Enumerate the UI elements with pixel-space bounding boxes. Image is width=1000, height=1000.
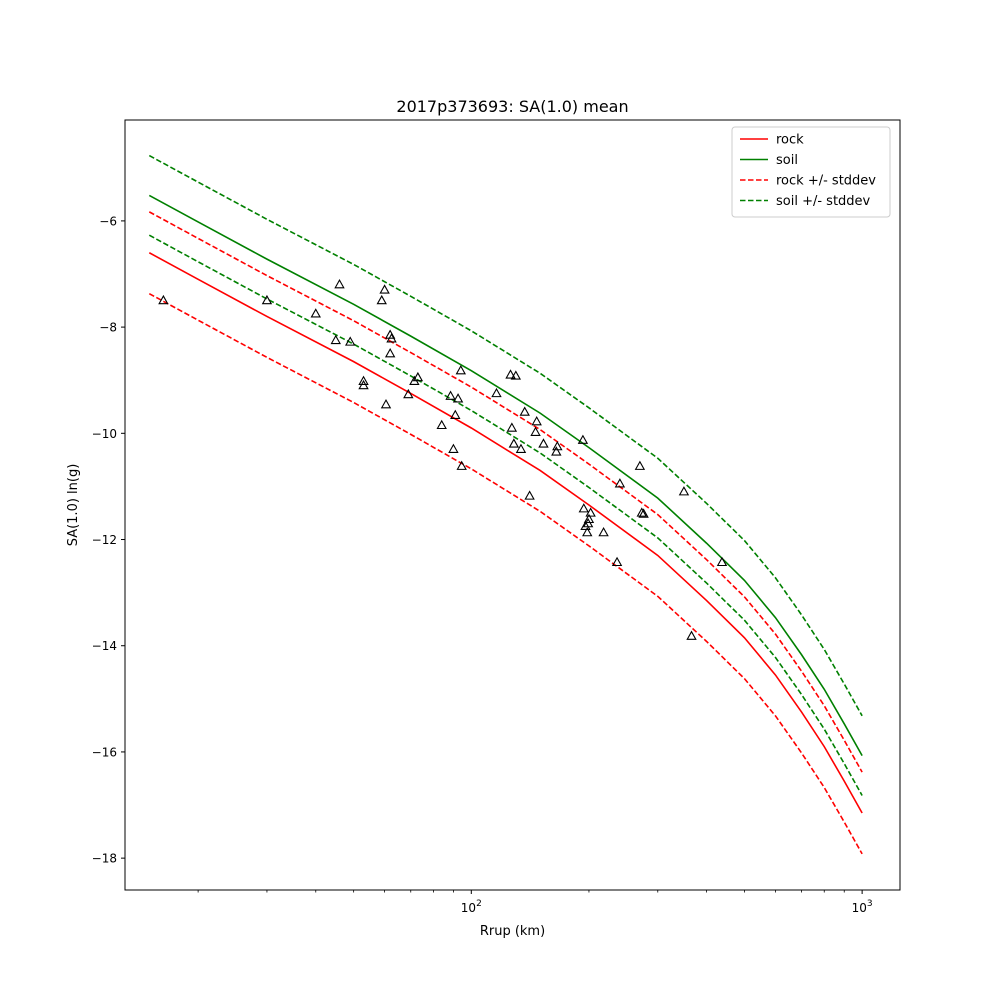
observation-marker — [580, 520, 591, 530]
observation-marker — [310, 308, 321, 318]
observation-marker — [345, 336, 356, 346]
plot-area — [148, 154, 863, 855]
y-tick-label: −6 — [99, 214, 117, 228]
observation-marker — [334, 278, 345, 289]
legend-box — [731, 126, 891, 218]
observation-marker — [634, 460, 646, 470]
observation-marker — [261, 294, 273, 305]
y-axis: −6 −8 −10 −12 −14 −16 −18 — [92, 214, 125, 866]
observation-marker — [455, 365, 467, 375]
observation-marker — [456, 460, 467, 470]
series-line-1 — [148, 194, 863, 757]
observation-marker — [508, 438, 520, 448]
observation-marker — [358, 375, 369, 385]
observation-marker — [585, 507, 596, 517]
observation-marker — [506, 422, 518, 432]
observation-marker — [515, 443, 527, 453]
chart-title: 2017p373693: SA(1.0) mean — [396, 97, 628, 116]
observation-marker — [598, 526, 609, 537]
series-lines — [148, 154, 863, 855]
y-tick-label: −10 — [92, 427, 117, 441]
observation-marker — [582, 526, 593, 537]
observation-marker — [716, 556, 728, 567]
observation-marker — [450, 409, 461, 419]
series-line-4 — [148, 154, 863, 717]
series-line-2 — [148, 211, 863, 773]
observation-marker — [638, 508, 649, 518]
y-tick-label: −8 — [99, 321, 117, 335]
x-tick-label: 102 — [461, 899, 482, 915]
x-axis: 102 103 — [197, 890, 873, 915]
observation-marker — [384, 329, 396, 339]
observation-marker — [436, 419, 447, 430]
y-axis-label: SA(1.0) ln(g) — [66, 464, 81, 547]
observation-marker — [583, 513, 595, 524]
x-axis-label: Rrup (km) — [480, 924, 545, 939]
y-tick-label: −12 — [92, 533, 117, 547]
observation-marker — [505, 369, 516, 379]
observation-marker — [448, 443, 459, 453]
observation-marker — [577, 434, 589, 444]
observation-marker — [611, 556, 623, 567]
observation-marker — [384, 348, 396, 358]
x-tick-label-exponent: 2 — [476, 899, 482, 909]
observation-marker — [452, 393, 464, 403]
x-tick-label-base: 10 — [461, 901, 476, 915]
series-line-0 — [148, 252, 863, 814]
axes-frame — [124, 119, 901, 891]
observation-marker — [380, 399, 392, 409]
observation-marker — [412, 371, 424, 382]
series-line-3 — [148, 292, 863, 855]
observation-marker — [403, 388, 414, 399]
observation-marker — [358, 379, 369, 390]
y-tick-label: −14 — [92, 639, 117, 653]
observation-marker — [519, 406, 530, 416]
observation-marker — [636, 507, 647, 517]
observation-marker — [531, 416, 542, 426]
observation-marker — [552, 440, 563, 451]
observation-markers — [158, 278, 728, 640]
y-tick-label: −18 — [92, 852, 117, 866]
observation-marker — [614, 478, 626, 488]
x-tick-label-exponent: 3 — [867, 899, 873, 909]
observation-marker — [376, 294, 387, 305]
legend-label: rock — [776, 133, 804, 148]
observation-marker — [524, 490, 535, 500]
x-tick-label-base: 10 — [852, 901, 867, 915]
x-tick-label: 103 — [852, 899, 873, 915]
observation-marker — [445, 390, 456, 400]
observation-marker — [379, 284, 390, 294]
series-line-5 — [148, 234, 863, 796]
observation-marker — [678, 486, 690, 496]
observation-marker — [530, 426, 541, 436]
observation-marker — [578, 503, 589, 513]
observation-marker — [491, 387, 502, 398]
observation-marker — [330, 334, 341, 345]
observation-marker — [686, 630, 697, 640]
observation-marker — [386, 333, 397, 343]
legend: rock soil rock +/- stddev soil +/- stddev — [731, 126, 891, 218]
observation-marker — [510, 370, 522, 380]
legend-label: rock +/- stddev — [776, 174, 876, 189]
observation-marker — [538, 438, 549, 448]
observation-marker — [158, 294, 169, 305]
observation-marker — [551, 446, 562, 456]
legend-label: soil +/- stddev — [776, 194, 871, 209]
y-tick-label: −16 — [92, 745, 117, 759]
legend-label: soil — [776, 153, 798, 168]
